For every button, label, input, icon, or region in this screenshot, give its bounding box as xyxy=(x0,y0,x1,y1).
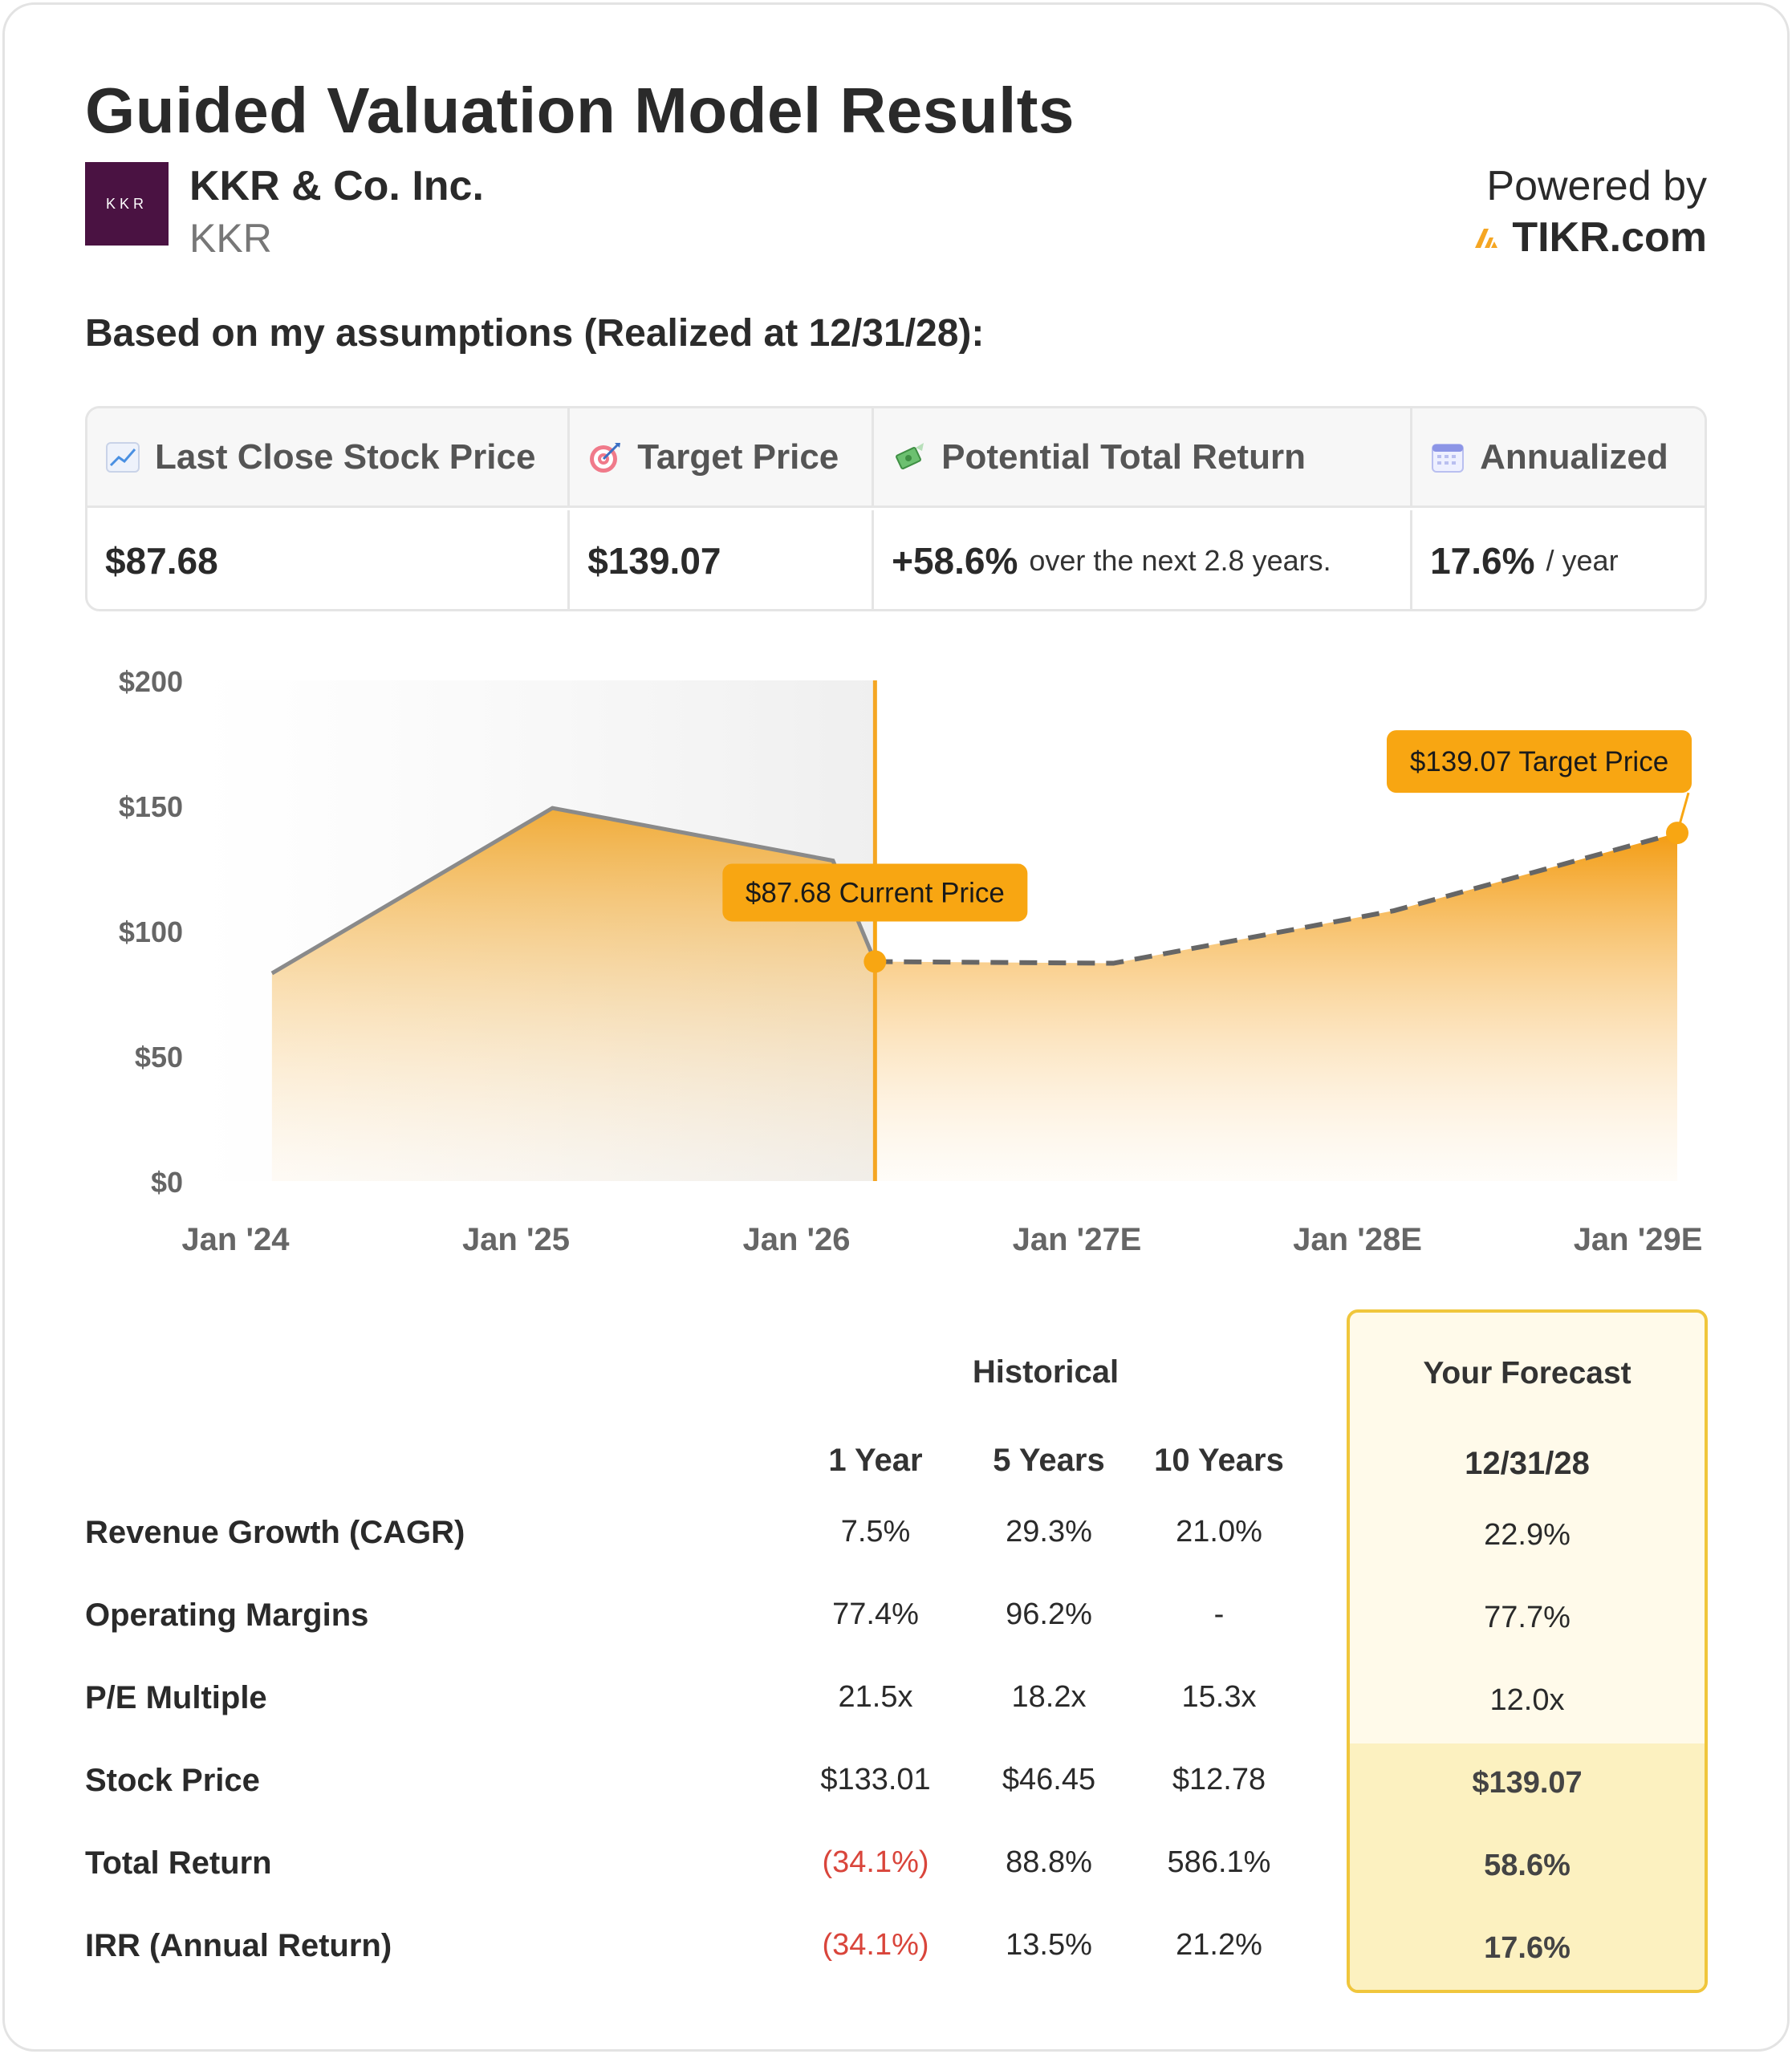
table-cell: - xyxy=(1213,1597,1225,1631)
summary-header-return: Potential Total Return xyxy=(874,408,1413,505)
y-tick-label: $0 xyxy=(151,1166,183,1199)
summary-header-label: Last Close Stock Price xyxy=(155,436,536,477)
table-cell: 77.4% xyxy=(832,1597,919,1631)
target-price-point xyxy=(1666,822,1688,845)
table-cell: 21.0% xyxy=(1176,1515,1262,1549)
col-1-year: 1 Year xyxy=(828,1443,923,1478)
col-5-years: 5 Years xyxy=(993,1443,1105,1478)
summary-header-label: Potential Total Return xyxy=(941,436,1306,477)
company-logo-text: KKR xyxy=(105,195,148,212)
y-tick-label: $100 xyxy=(119,915,183,948)
forecast-cell: $139.07 xyxy=(1472,1766,1583,1800)
table-cell: 96.2% xyxy=(1006,1597,1092,1631)
col-10-years: 10 Years xyxy=(1154,1443,1284,1478)
summary-value-row: $87.68 $139.07 +58.6% over the next 2.8 … xyxy=(87,510,1705,609)
row-label: Operating Margins xyxy=(85,1597,369,1633)
row-label: Stock Price xyxy=(85,1763,260,1798)
forecast-cell: 17.6% xyxy=(1484,1931,1571,1965)
forecast-heading: Your Forecast xyxy=(1423,1356,1631,1390)
summary-header-annualized: Annualized xyxy=(1412,408,1705,505)
company-name: KKR & Co. Inc. xyxy=(189,163,484,209)
summary-header-target: Target Price xyxy=(570,408,875,505)
table-cell-negative: (34.1%) xyxy=(822,1928,929,1962)
summary-header-label: Annualized xyxy=(1480,436,1668,477)
target-price-value: $139.07 xyxy=(570,510,875,609)
table-cell-negative: (34.1%) xyxy=(822,1845,929,1879)
forecast-cell: 58.6% xyxy=(1484,1849,1571,1882)
total-return-value: +58.6% xyxy=(892,540,1018,582)
tikr-brand-text: TIKR.com xyxy=(1512,214,1707,261)
x-tick-label: Jan '29E xyxy=(1574,1222,1703,1257)
table-cell: $12.78 xyxy=(1172,1763,1266,1796)
forecast-cell: 22.9% xyxy=(1484,1518,1571,1552)
last-close-value: $87.68 xyxy=(87,510,571,609)
target-icon xyxy=(590,442,621,473)
y-tick-label: $200 xyxy=(119,665,183,698)
money-wings-icon xyxy=(896,442,924,469)
calendar-icon xyxy=(1432,443,1465,473)
summary-header-row: Last Close Stock Price Target Price Pote… xyxy=(87,408,1705,508)
annualized-cell: 17.6% / year xyxy=(1412,510,1705,609)
current-price-point xyxy=(863,950,887,973)
summary-table: Last Close Stock Price Target Price Pote… xyxy=(85,406,1707,611)
x-tick-label: Jan '28E xyxy=(1293,1222,1422,1257)
x-tick-label: Jan '26 xyxy=(742,1222,850,1257)
row-label: P/E Multiple xyxy=(85,1680,267,1715)
y-tick-label: $150 xyxy=(119,790,183,823)
target-price-label: $139.07 Target Price xyxy=(1410,746,1668,777)
table-cell: 15.3x xyxy=(1181,1680,1257,1714)
annualized-note: / year xyxy=(1546,544,1619,577)
tikr-brand-link[interactable]: TIKR.com xyxy=(1473,213,1707,262)
annualized-value: 17.6% xyxy=(1430,540,1535,582)
x-tick-label: Jan '25 xyxy=(462,1222,570,1257)
forecast-column-panel xyxy=(1347,1309,1708,1993)
row-label: IRR (Annual Return) xyxy=(85,1928,392,1963)
total-return-note: over the next 2.8 years. xyxy=(1029,544,1331,577)
price-chart: $200 $150 $100 $50 $0 Jan '24 Jan '25 Jan '26 Ja… xyxy=(119,665,1703,1257)
summary-header-last-close: Last Close Stock Price xyxy=(87,408,571,505)
company-logo: KKR xyxy=(85,162,169,246)
table-cell: 29.3% xyxy=(1006,1515,1092,1549)
annotation-box xyxy=(722,863,1028,922)
col-forecast-date: 12/31/28 xyxy=(1465,1446,1590,1481)
historical-heading: Historical xyxy=(972,1354,1119,1390)
x-tick-label: Jan '27E xyxy=(1013,1222,1142,1257)
table-cell: 18.2x xyxy=(1011,1680,1087,1714)
forecast-cell: 12.0x xyxy=(1489,1683,1565,1717)
table-cell: $46.45 xyxy=(1002,1763,1096,1796)
annotation-box xyxy=(1387,730,1692,794)
tikr-logo-icon xyxy=(1475,229,1498,248)
forecast-line xyxy=(875,830,1678,966)
chart-increasing-icon xyxy=(106,441,140,473)
x-tick-label: Jan '24 xyxy=(181,1222,290,1257)
summary-header-label: Target Price xyxy=(637,436,839,477)
table-cell: $133.01 xyxy=(820,1763,931,1796)
page-title: Guided Valuation Model Results xyxy=(85,75,1075,146)
table-cell: 21.2% xyxy=(1176,1928,1262,1962)
table-cell: 21.5x xyxy=(838,1680,913,1714)
powered-by-label: Powered by xyxy=(1486,163,1707,209)
forecast-area xyxy=(875,833,1677,1181)
table-cell: 88.8% xyxy=(1006,1845,1092,1879)
table-cell: 7.5% xyxy=(840,1515,911,1549)
forecast-cell: 77.7% xyxy=(1484,1601,1571,1634)
current-price-label: $87.68 Current Price xyxy=(746,877,1005,908)
company-ticker: KKR xyxy=(189,216,272,261)
table-cell: 13.5% xyxy=(1006,1928,1092,1962)
row-label: Revenue Growth (CAGR) xyxy=(85,1515,465,1550)
row-label: Total Return xyxy=(85,1845,272,1881)
assumptions-heading: Based on my assumptions (Realized at 12/… xyxy=(85,312,985,355)
y-tick-label: $50 xyxy=(135,1041,183,1074)
total-return-cell: +58.6% over the next 2.8 years. xyxy=(874,510,1413,609)
table-cell: 586.1% xyxy=(1167,1845,1271,1879)
forecast-highlight xyxy=(1350,1743,1705,1990)
